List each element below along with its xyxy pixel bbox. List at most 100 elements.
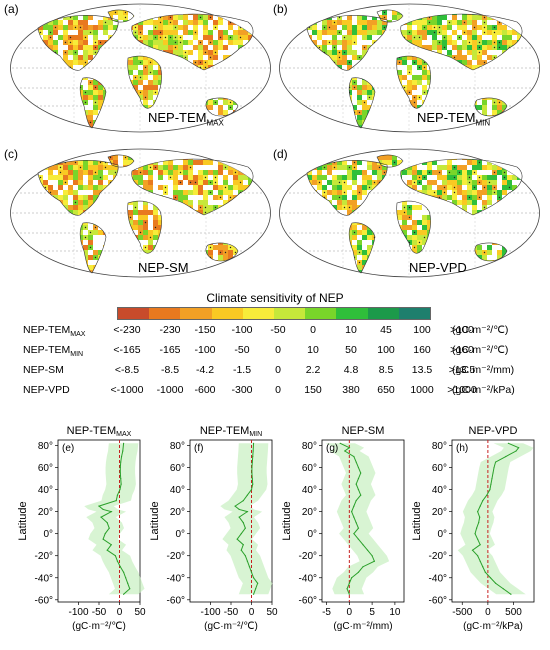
- data-point: [482, 500, 483, 501]
- data-point: [360, 495, 361, 496]
- data-point: [491, 478, 492, 479]
- data-point: [478, 522, 479, 523]
- data-point: [253, 443, 254, 444]
- threshold-value: -50: [222, 344, 262, 356]
- row-label-sub: MIN: [70, 351, 83, 358]
- data-point: [367, 550, 368, 551]
- data-point: [107, 522, 108, 523]
- colorbar-swatch: [149, 308, 180, 319]
- data-point: [243, 500, 244, 501]
- colorbar-swatch: [399, 308, 430, 319]
- threshold-value: 160: [402, 344, 442, 356]
- threshold-value: <-8.5: [107, 364, 147, 376]
- data-point: [123, 572, 124, 573]
- data-point: [349, 447, 350, 448]
- threshold-value: <-1000: [107, 384, 147, 396]
- threshold-value: 10: [293, 344, 333, 356]
- y-tick-label: 20°: [432, 507, 447, 518]
- data-point: [358, 528, 359, 529]
- threshold-value: 0: [258, 344, 298, 356]
- data-point: [252, 456, 253, 457]
- threshold-value: 45: [366, 324, 406, 336]
- y-tick-label: 40°: [432, 485, 447, 496]
- panel-letter: (d): [273, 147, 288, 161]
- map-label: NEP-TEMMAX: [148, 110, 224, 128]
- x-tick-label: 500: [505, 607, 522, 618]
- data-point: [120, 566, 121, 567]
- panel-title-main: NEP-TEM: [67, 425, 117, 437]
- y-tick-label: -40°: [429, 573, 447, 584]
- data-point: [253, 577, 254, 578]
- x-tick-label: 0: [347, 607, 353, 618]
- y-tick-label: -40°: [167, 573, 185, 584]
- data-point: [477, 511, 478, 512]
- data-point: [510, 594, 511, 595]
- x-tick-label: 0: [249, 607, 255, 618]
- data-point: [252, 461, 253, 462]
- threshold-value: 650: [366, 384, 406, 396]
- map-label-main: NEP-SM: [138, 260, 189, 275]
- data-point: [115, 555, 116, 556]
- colorbar-swatch: [305, 308, 336, 319]
- map-label: NEP-TEMMIN: [417, 110, 490, 128]
- y-axis-label: Latitude: [411, 501, 423, 540]
- threshold-value: 150: [293, 384, 333, 396]
- data-point: [116, 500, 117, 501]
- map-label: NEP-SM: [138, 260, 189, 275]
- data-point: [117, 495, 118, 496]
- threshold-value: 1000: [402, 384, 442, 396]
- x-tick-label: -500: [452, 607, 472, 618]
- threshold-value: -4.2: [185, 364, 225, 376]
- panel-title-sub: MIN: [249, 431, 262, 438]
- threshold-value: 2.2: [293, 364, 333, 376]
- y-tick-label: 80°: [170, 441, 185, 452]
- row-unit: (gC·m⁻²/kPa): [452, 384, 515, 396]
- x-tick-label: 50: [134, 607, 146, 618]
- x-tick-label: -50: [92, 607, 107, 618]
- threshold-value: 13.5: [402, 364, 442, 376]
- y-tick-label: -20°: [167, 551, 185, 562]
- threshold-value: 0: [258, 364, 298, 376]
- panel-letter: (a): [4, 2, 19, 16]
- y-tick-label: -20°: [35, 551, 53, 562]
- data-point: [372, 555, 373, 556]
- data-point: [98, 506, 99, 507]
- data-point: [241, 533, 242, 534]
- data-point: [349, 594, 350, 595]
- data-point: [505, 456, 506, 457]
- panel-letter: (c): [4, 147, 18, 161]
- map-label-sub: MIN: [476, 119, 491, 128]
- colorbar-title: Climate sensitivity of NEP: [0, 291, 550, 305]
- data-point: [249, 566, 250, 567]
- y-tick-label: 20°: [38, 507, 53, 518]
- panel-title: NEP-SM: [342, 425, 385, 437]
- threshold-value: <-165: [107, 344, 147, 356]
- row-label: NEP-SM: [23, 364, 64, 376]
- y-tick-label: -20°: [299, 551, 317, 562]
- data-point: [349, 583, 350, 584]
- threshold-value: -100: [185, 344, 225, 356]
- colorbar-swatch: [336, 308, 367, 319]
- data-point: [129, 588, 130, 589]
- panel-letter: (b): [273, 2, 288, 16]
- data-point: [121, 483, 122, 484]
- data-point: [503, 588, 504, 589]
- row-label-sub: MAX: [70, 331, 85, 338]
- data-point: [490, 577, 491, 578]
- colorbar-swatch: [118, 308, 149, 319]
- data-point: [474, 533, 475, 534]
- data-point: [251, 472, 252, 473]
- panel-title: NEP-TEMMAX: [67, 425, 132, 438]
- y-tick-label: 0°: [307, 529, 317, 540]
- data-point: [353, 533, 354, 534]
- y-tick-label: 60°: [432, 463, 447, 474]
- data-point: [239, 517, 240, 518]
- data-point: [477, 539, 478, 540]
- data-point: [508, 443, 509, 444]
- data-point: [245, 528, 246, 529]
- panel-title-main: NEP-VPD: [469, 425, 518, 437]
